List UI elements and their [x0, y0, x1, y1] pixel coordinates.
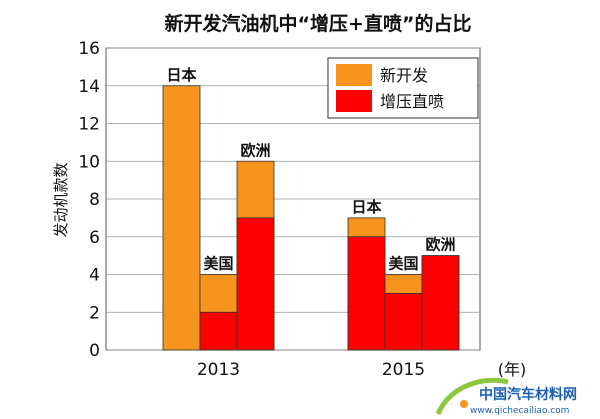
bar-region-label: 美国	[388, 255, 418, 273]
bar-turbo-direct-injection	[347, 236, 386, 351]
bars	[162, 85, 460, 351]
y-tick-label: 12	[78, 115, 100, 135]
legend-swatch	[336, 64, 372, 86]
bar-region-label: 日本	[351, 198, 381, 216]
y-tick-label: 6	[89, 228, 100, 248]
x-axis-unit: (年)	[498, 360, 527, 379]
watermark-name: 中国汽车材料网	[479, 386, 577, 403]
y-tick-label: 0	[89, 341, 100, 361]
y-tick-label: 14	[78, 77, 100, 97]
legend-label: 增压直喷	[380, 92, 444, 111]
y-axis-label: 发动机款数	[52, 162, 70, 237]
x-tick-label: 2013	[197, 360, 240, 380]
watermark-url: www.qichecailiao.com	[470, 406, 569, 416]
watermark-logo-swoosh	[435, 377, 509, 416]
bar-region-label: 欧洲	[425, 236, 455, 254]
bar-region-label: 日本	[166, 66, 196, 84]
x-tick-labels: 2013 2015	[197, 360, 425, 380]
bar-region-label: 欧洲	[240, 141, 270, 159]
bar-turbo-direct-injection	[236, 217, 275, 351]
y-tick-label: 2	[89, 303, 100, 323]
watermark-logo-dot	[460, 400, 468, 408]
y-tick-labels: 0 2 4 6 8 10 12 14 16	[78, 39, 100, 361]
bar-turbo-direct-injection	[199, 311, 238, 351]
legend-label: 新开发	[380, 66, 428, 85]
y-tick-label: 8	[89, 190, 100, 210]
bar-turbo-direct-injection	[384, 292, 423, 351]
y-tick-label: 10	[78, 152, 100, 172]
bar-region-label: 美国	[203, 255, 233, 273]
y-tick-label: 4	[89, 266, 100, 286]
x-tick-label: 2015	[382, 360, 425, 380]
bar-turbo-direct-injection	[421, 255, 460, 351]
bar-new-development	[162, 85, 201, 351]
y-tick-label: 16	[78, 39, 100, 59]
watermark: 中国汽车材料网 www.qichecailiao.com	[435, 377, 577, 416]
chart-title: 新开发汽油机中“增压+直喷”的占比	[165, 12, 472, 35]
legend-swatch	[336, 90, 372, 112]
